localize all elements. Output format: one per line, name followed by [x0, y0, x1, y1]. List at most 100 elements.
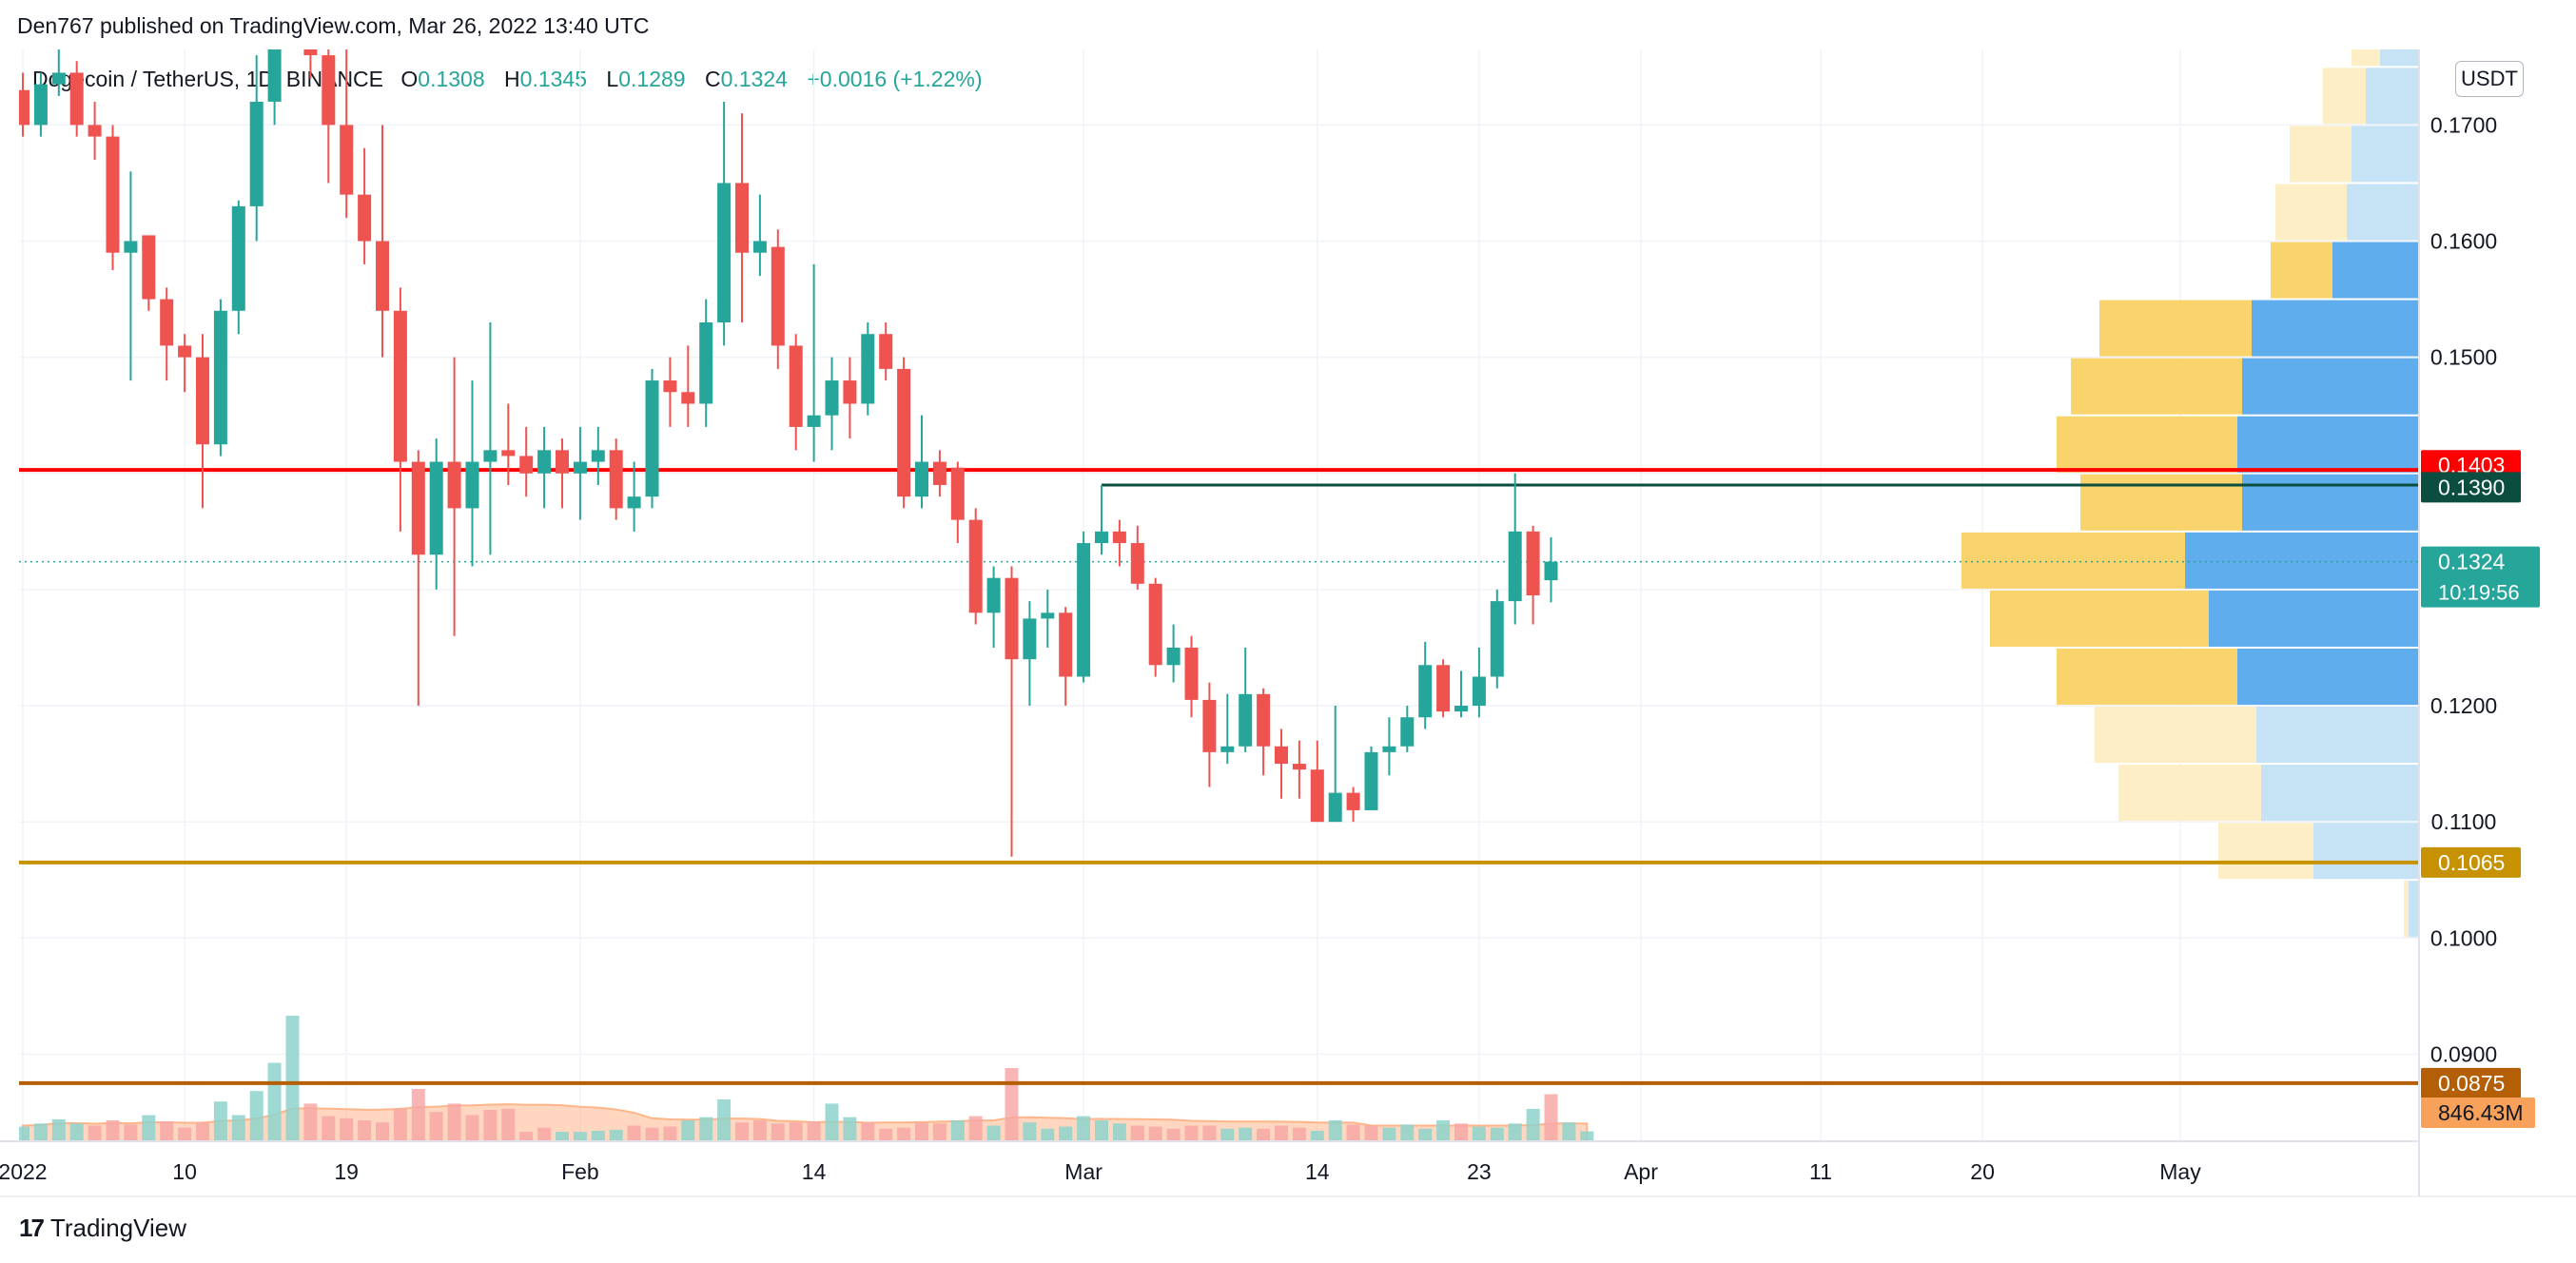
volume-bar	[950, 1120, 965, 1141]
candle-body	[1023, 618, 1037, 660]
time-tick-label: 14	[802, 1159, 827, 1184]
candle-body	[897, 368, 911, 497]
volume-bar	[986, 1125, 1001, 1141]
candle-body	[717, 183, 732, 322]
candle-body	[645, 380, 659, 497]
volume-profile-up-bar	[2313, 823, 2418, 880]
price-tick-label: 0.1100	[2431, 809, 2497, 834]
price-tick-label: 0.1600	[2430, 229, 2497, 254]
volume-bar	[771, 1123, 785, 1141]
candle-body	[699, 322, 713, 404]
candle-body	[1005, 577, 1019, 660]
volume-bar	[376, 1122, 389, 1141]
volume-bar	[663, 1126, 677, 1141]
volume-bar	[178, 1127, 192, 1141]
candle-body	[1095, 531, 1108, 544]
volume-bar	[1310, 1131, 1324, 1141]
candle-body	[1382, 746, 1396, 752]
volume-bar	[1202, 1125, 1217, 1141]
volume-bar	[1328, 1120, 1342, 1141]
candle-body	[501, 450, 516, 457]
volume-bar	[483, 1110, 498, 1141]
price-badges: 0.14030.13900.132410:19:560.10650.087584…	[2421, 450, 2540, 1128]
candle-body	[1077, 543, 1091, 677]
candle-body	[358, 194, 372, 242]
volume-bar	[88, 1125, 102, 1141]
volume-bar	[537, 1127, 552, 1141]
price-badge-label: 0.1390	[2438, 475, 2505, 499]
candle-body	[1202, 699, 1217, 752]
volume-bar	[879, 1128, 893, 1141]
volume-profile	[1961, 49, 2418, 938]
volume-profile-up-bar	[2380, 49, 2418, 67]
candle-body	[411, 461, 425, 555]
candle-body	[33, 84, 48, 126]
candle-body	[591, 450, 605, 462]
price-tick-label: 0.1000	[2430, 925, 2497, 950]
volume-bar	[249, 1091, 263, 1141]
volume-bar	[411, 1089, 425, 1141]
volume-bar	[1436, 1120, 1451, 1141]
candle-body	[267, 49, 282, 102]
candle-body	[843, 380, 857, 404]
candle-body	[1310, 769, 1324, 823]
countdown-timer: 10:19:56	[2438, 581, 2520, 605]
candle-body	[1454, 706, 1468, 712]
volume-bar	[501, 1108, 516, 1141]
volume-bar	[1059, 1126, 1073, 1141]
candle-body	[1130, 543, 1144, 584]
candle-body	[771, 246, 785, 346]
candle-body	[322, 55, 336, 126]
volume-bar	[1077, 1116, 1091, 1141]
candle-body	[950, 467, 965, 520]
volume-bar	[752, 1120, 767, 1141]
volume-profile-down-bar	[2271, 242, 2332, 299]
candle-body	[88, 125, 102, 137]
time-axis-labels: 2022 10 19 Feb 14 Mar 14 23 Apr 11 20 May	[0, 1159, 2201, 1184]
candle-body	[124, 241, 138, 253]
volume-bar	[1112, 1123, 1126, 1141]
volume-profile-down-bar	[2118, 765, 2261, 822]
volume-bar	[915, 1122, 928, 1141]
candle-body	[1544, 561, 1558, 581]
candle-body	[1112, 531, 1126, 544]
candle-body	[932, 461, 946, 485]
volume-bar	[213, 1101, 227, 1141]
volume-bar	[1472, 1126, 1486, 1141]
volume-profile-up-bar	[2237, 648, 2418, 706]
candle-body	[1436, 665, 1451, 712]
volume-profile-down-bar	[2218, 823, 2313, 880]
volume-bar	[285, 1016, 300, 1141]
volume-bar	[69, 1123, 84, 1141]
volume-bar	[231, 1115, 245, 1141]
candle-body	[825, 380, 839, 416]
volume-profile-up-bar	[2256, 707, 2418, 764]
candle-body	[1220, 746, 1235, 752]
candle-body	[1041, 612, 1055, 619]
close-label: C	[704, 67, 721, 91]
volume-bar	[340, 1117, 354, 1141]
currency-badge[interactable]: USDT	[2455, 61, 2524, 97]
volume-bar	[447, 1103, 461, 1141]
volume-profile-down-bar	[1961, 532, 2185, 589]
candle-body	[1346, 792, 1360, 810]
volume-bar	[1095, 1120, 1108, 1141]
candle-body	[1364, 751, 1378, 810]
footer-brand: 17 TradingView	[19, 1214, 186, 1243]
volume-profile-up-bar	[2237, 416, 2418, 473]
candle-body	[519, 456, 534, 474]
volume-bar	[1526, 1108, 1540, 1141]
volume-profile-down-bar	[2290, 126, 2352, 183]
candle-body	[1239, 693, 1253, 747]
volume-bar	[968, 1116, 983, 1141]
volume-bar	[1184, 1125, 1199, 1141]
volume-profile-up-bar	[2185, 532, 2418, 589]
tradingview-logo-icon: 17	[19, 1214, 45, 1242]
time-tick-label: Apr	[1624, 1159, 1658, 1184]
candle-body	[1418, 665, 1433, 718]
volume-bar	[1275, 1125, 1288, 1141]
volume-profile-up-bar	[2409, 881, 2418, 938]
candle-body	[537, 450, 552, 474]
price-tick-label: 0.1700	[2430, 112, 2497, 137]
